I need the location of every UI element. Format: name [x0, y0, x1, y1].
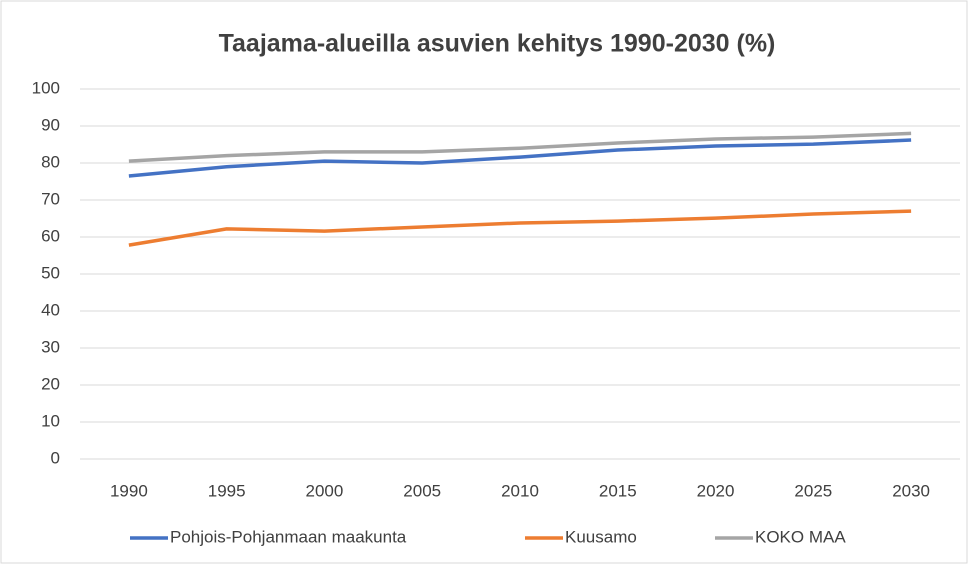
- series-line: [128, 131, 912, 163]
- y-tick-label: 80: [41, 152, 60, 171]
- series-line: [128, 209, 912, 247]
- y-tick-label: 20: [41, 374, 60, 393]
- legend-label: Kuusamo: [565, 527, 637, 546]
- x-tick-label: 2030: [892, 481, 930, 500]
- y-tick-label: 100: [32, 78, 60, 97]
- y-tick-label: 0: [51, 448, 60, 467]
- x-tick-label: 1990: [110, 481, 148, 500]
- y-tick-label: 10: [41, 411, 60, 430]
- x-tick-label: 2020: [697, 481, 735, 500]
- y-tick-label: 70: [41, 189, 60, 208]
- x-tick-label: 2000: [306, 481, 344, 500]
- series-line: [128, 138, 912, 178]
- legend-label: KOKO MAA: [755, 527, 846, 546]
- x-tick-label: 1995: [208, 481, 246, 500]
- legend-label: Pohjois-Pohjanmaan maakunta: [170, 527, 407, 546]
- y-tick-label: 50: [41, 263, 60, 282]
- y-tick-label: 30: [41, 337, 60, 356]
- x-tick-label: 2005: [403, 481, 441, 500]
- x-tick-label: 2015: [599, 481, 637, 500]
- y-tick-label: 60: [41, 226, 60, 245]
- chart-title: Taajama-alueilla asuvien kehitys 1990-20…: [219, 30, 776, 58]
- y-tick-label: 90: [41, 115, 60, 134]
- x-tick-label: 2010: [501, 481, 539, 500]
- y-tick-label: 40: [41, 300, 60, 319]
- x-tick-label: 2025: [794, 481, 832, 500]
